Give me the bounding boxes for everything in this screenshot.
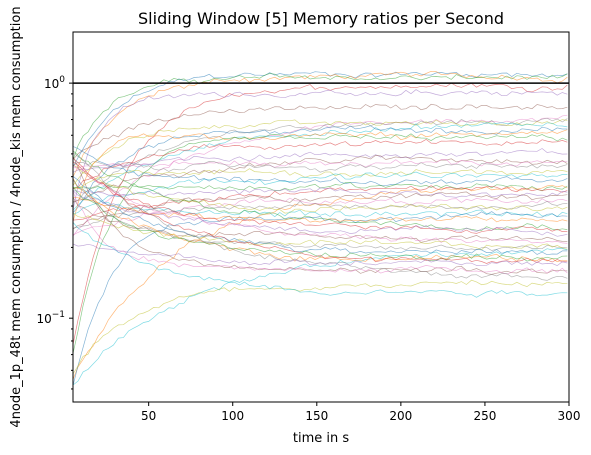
series-line-35	[72, 190, 568, 237]
series-line-31	[72, 211, 568, 386]
series-line-28	[72, 200, 568, 229]
series-line-16	[72, 155, 568, 203]
series-line-48	[72, 152, 568, 281]
y-axis: 100 10−1	[36, 75, 73, 390]
series-line-17	[72, 159, 568, 169]
series-line-6	[72, 103, 568, 160]
series-line-20	[72, 171, 568, 215]
series-line-19	[72, 168, 568, 189]
series-line-39	[72, 212, 568, 251]
y-tick-label-10^0: 100	[44, 75, 65, 91]
series-line-42	[72, 177, 568, 263]
x-tick-label-50: 50	[141, 409, 156, 423]
series-line-15	[72, 148, 568, 173]
y-tick-label-10^-1: 10−1	[36, 310, 65, 326]
series-line-47	[72, 190, 568, 275]
series-line-27	[72, 197, 568, 236]
x-tick-label-100: 100	[221, 409, 244, 423]
series-layer	[72, 70, 568, 386]
series-line-41	[72, 176, 568, 256]
series-line-5	[72, 89, 568, 210]
series-line-11	[72, 125, 568, 213]
series-line-49	[72, 279, 568, 375]
x-tick-label-150: 150	[305, 409, 328, 423]
series-line-4	[72, 82, 568, 345]
series-line-13	[72, 133, 568, 354]
series-line-38	[72, 179, 568, 251]
series-line-46	[72, 156, 568, 275]
x-axis-label: time in s	[293, 431, 349, 446]
series-line-34	[72, 161, 568, 234]
x-tick-label-200: 200	[389, 409, 412, 423]
series-line-50	[72, 222, 568, 298]
series-line-12	[72, 129, 568, 222]
series-line-3	[72, 73, 568, 161]
x-tick-label-250: 250	[473, 409, 496, 423]
series-line-2	[72, 70, 568, 177]
series-line-24	[72, 185, 568, 221]
x-axis: 50 100 150 200 250 300	[141, 402, 580, 423]
series-line-32	[72, 197, 568, 223]
series-line-37	[72, 164, 568, 244]
plot-frame	[72, 31, 570, 403]
series-line-43	[72, 186, 568, 262]
series-line-14	[72, 138, 568, 190]
series-line-21	[72, 146, 568, 187]
series-line-36	[72, 197, 568, 243]
x-tick-label-300: 300	[558, 409, 581, 423]
series-line-26	[72, 191, 568, 230]
series-line-18	[72, 160, 568, 173]
series-line-1	[72, 71, 568, 168]
series-line-40	[72, 248, 568, 386]
series-line-7	[72, 114, 568, 237]
series-line-44	[72, 157, 568, 264]
series-line-29	[72, 164, 568, 214]
series-line-25	[72, 187, 568, 198]
y-axis-label: 4node_1p_48t mem consumption / 4node_kis…	[9, 6, 24, 427]
series-line-33	[72, 150, 568, 231]
series-line-9	[72, 119, 568, 186]
chart-title: Sliding Window [5] Memory ratios per Sec…	[138, 9, 504, 28]
